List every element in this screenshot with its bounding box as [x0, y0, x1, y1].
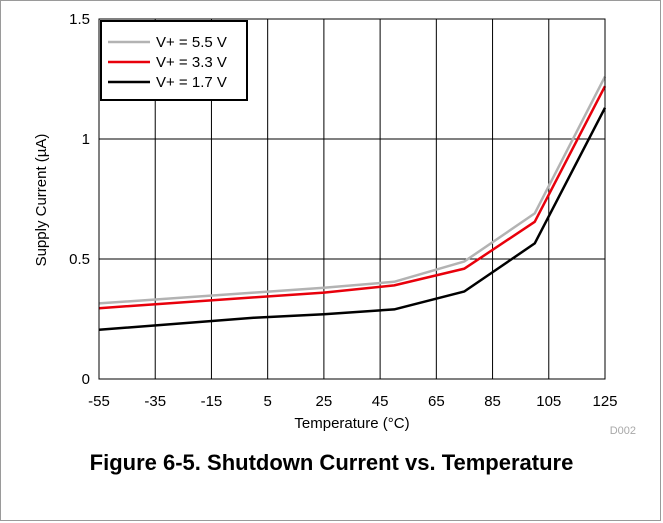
x-axis-label: Temperature (°C)	[294, 415, 409, 432]
y-tick-label: 1.5	[69, 11, 90, 28]
x-tick-label: 25	[316, 393, 333, 410]
series-lines	[98, 76, 607, 332]
legend: V+ = 5.5 V V+ = 3.3 V V+ = 1.7 V	[100, 20, 248, 101]
y-tick-label: 1	[82, 131, 90, 148]
x-tick-label: 105	[536, 393, 561, 410]
y-tick-label: 0	[82, 371, 90, 388]
x-tick-label: -35	[144, 393, 166, 410]
series-line-1	[98, 76, 607, 305]
figure-caption: Figure 6-5. Shutdown Current vs. Tempera…	[89, 450, 574, 475]
plot-border	[98, 18, 606, 380]
series-line-3	[98, 107, 607, 332]
x-tick-label: -15	[201, 393, 223, 410]
legend-box	[100, 20, 248, 101]
shutdown-current-chart: -55 -35 -15 5 25 45 65 85 105 125 0 0.5 1 1.5 Temper…	[33, 11, 636, 437]
x-tick-label: -55	[88, 393, 110, 410]
x-tick-labels: -55 -35 -15 5 25 45 65 85 105 125	[88, 393, 617, 410]
x-tick-label: 125	[592, 393, 617, 410]
x-tick-label: 85	[484, 393, 501, 410]
figure-id: D002	[610, 425, 636, 437]
y-tick-labels: 0 0.5 1 1.5	[69, 11, 90, 388]
y-tick-label: 0.5	[69, 251, 90, 268]
x-tick-label: 5	[263, 393, 271, 410]
x-tick-label: 65	[428, 393, 445, 410]
x-tick-label: 45	[372, 393, 389, 410]
legend-label: V+ = 3.3 V	[156, 54, 227, 71]
y-axis-label: Supply Current (µA)	[33, 134, 50, 267]
legend-label: V+ = 5.5 V	[156, 34, 227, 51]
series-line-2	[98, 85, 607, 310]
legend-label: V+ = 1.7 V	[156, 74, 227, 91]
